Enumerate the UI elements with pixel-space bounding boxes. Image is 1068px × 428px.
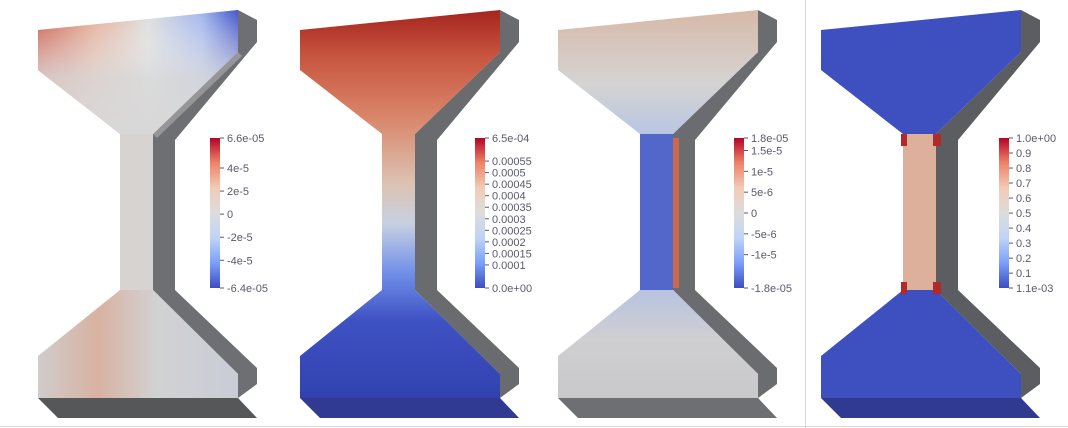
view-separator bbox=[805, 0, 806, 428]
colorbar-tick-label: 4e-5 bbox=[227, 163, 249, 175]
specimen-bottom-face bbox=[821, 398, 1040, 418]
specimen-mesh bbox=[38, 10, 257, 418]
color-legend-1: 6.6e-05 4e-5 2e-5 0 -2e-5 -4e-5 -6.4e-05 bbox=[210, 133, 268, 295]
colorbar-gradient bbox=[210, 138, 220, 288]
colorbar-tick-label: 2e-5 bbox=[227, 186, 249, 198]
colorbar-tick-label: -5e-6 bbox=[751, 229, 777, 241]
specimen-neck-edge-warm bbox=[673, 138, 679, 288]
specimen-side-face bbox=[936, 10, 1040, 398]
colorbar-tick-label: 0.0003 bbox=[492, 214, 526, 226]
specimen-front-face-neck bbox=[120, 134, 153, 290]
colorbar-tick-label: 0.0004 bbox=[492, 191, 526, 203]
colorbar-max-label: 1.8e-05 bbox=[751, 133, 788, 145]
neck-hotspot bbox=[933, 282, 941, 294]
color-legend-2: 6.5e-04 0.000550.00050.000450.00040.00035… bbox=[475, 133, 532, 295]
colorbar-tick-label: 0.0005 bbox=[492, 168, 526, 180]
specimen-front-face-bottom bbox=[558, 290, 758, 398]
specimen-side-face bbox=[673, 10, 777, 398]
colorbar-tick-label: 0.4 bbox=[1016, 223, 1031, 235]
colorbar-tick-label: 0.00045 bbox=[492, 179, 532, 191]
colorbar-tick-label: 0.8 bbox=[1016, 163, 1031, 175]
colorbar-gradient bbox=[734, 138, 744, 288]
colorbar-tick-label: 0.7 bbox=[1016, 178, 1031, 190]
colorbar-tick-label: 0.00055 bbox=[492, 156, 532, 168]
colorbar-max-label: 1.0e+00 bbox=[1016, 133, 1056, 145]
render-view-2[interactable]: 6.5e-04 0.000550.00050.000450.00040.00035… bbox=[262, 0, 552, 428]
specimen-edge bbox=[153, 52, 242, 138]
colorbar-tick-label: -2e-5 bbox=[227, 232, 253, 244]
render-view-4[interactable]: 1.0e+00 0.9 0.8 0.7 0.6 0.5 0.4 0.3 0.2 0.1 1.1e-0… bbox=[783, 0, 1068, 428]
colorbar-min-label: -6.4e-05 bbox=[227, 283, 268, 295]
specimen-front-face bbox=[300, 10, 500, 398]
neck-hotspot bbox=[901, 134, 907, 146]
colorbar-tick-label: -4e-5 bbox=[227, 255, 253, 267]
specimen-front-face-bottom bbox=[38, 290, 238, 398]
colorbar-max-label: 6.6e-05 bbox=[227, 133, 264, 145]
specimen-mesh bbox=[300, 10, 519, 418]
specimen-bottom-face bbox=[38, 398, 257, 418]
render-view-1[interactable]: 6.6e-05 4e-5 2e-5 0 -2e-5 -4e-5 -6.4e-05 bbox=[0, 0, 290, 428]
neck-hotspot bbox=[933, 134, 941, 146]
colorbar-max-label: 6.5e-04 bbox=[492, 133, 529, 145]
colorbar-min-label: 1.1e-03 bbox=[1016, 283, 1053, 295]
colorbar-tick-label: 0.0001 bbox=[492, 260, 526, 272]
specimen-side-face bbox=[415, 10, 519, 398]
colorbar-tick-label: 0 bbox=[227, 209, 233, 221]
specimen-mesh bbox=[821, 10, 1040, 418]
colorbar-tick-label: 0.00025 bbox=[492, 225, 532, 237]
colorbar-tick-label: 0.1 bbox=[1016, 268, 1031, 280]
specimen-front-face-neck bbox=[903, 134, 936, 290]
colorbar-tick-label: 0.5 bbox=[1016, 208, 1031, 220]
specimen-front-face-top bbox=[558, 10, 758, 134]
color-legend-4: 1.0e+00 0.9 0.8 0.7 0.6 0.5 0.4 0.3 0.2 0.1 1.1e-0… bbox=[999, 133, 1056, 295]
specimen-front-face-top-overlay bbox=[38, 10, 238, 134]
colorbar-tick-label: 5e-6 bbox=[751, 187, 773, 199]
colorbar-tick-label: 0.00015 bbox=[492, 248, 532, 260]
colorbar-tick-label: 0.3 bbox=[1016, 238, 1031, 250]
color-legend-3: 1.8e-051.5e-5 1e-5 5e-6 0 -5e-6 -1e-5 -1.8e-05 bbox=[734, 133, 792, 295]
view-separator bbox=[806, 426, 1068, 427]
colorbar-min-label: -1.8e-05 bbox=[751, 283, 792, 295]
colorbar-tick-label: 0 bbox=[751, 208, 757, 220]
specimen-bottom-face bbox=[558, 398, 777, 418]
colorbar-tick-label: 1e-5 bbox=[751, 166, 773, 178]
colorbar-min-label: 0.0e+00 bbox=[492, 283, 532, 295]
colorbar-gradient bbox=[475, 138, 485, 288]
specimen-front-face-top bbox=[821, 10, 1021, 134]
specimen-front-face-neck bbox=[640, 134, 673, 290]
colorbar-tick-label: -1e-5 bbox=[751, 250, 777, 262]
colorbar-tick-label: 0.0002 bbox=[492, 237, 526, 249]
specimen-side-face bbox=[153, 10, 257, 398]
colorbar-gradient bbox=[999, 138, 1009, 288]
neck-hotspot bbox=[901, 282, 907, 294]
render-view-3[interactable]: 1.8e-051.5e-5 1e-5 5e-6 0 -5e-6 -1e-5 -1.8e-05 bbox=[520, 0, 810, 428]
colorbar-tick-label: 0.6 bbox=[1016, 193, 1031, 205]
specimen-front-face-bottom bbox=[821, 290, 1021, 398]
colorbar-tick-label: 0.9 bbox=[1016, 148, 1031, 160]
colorbar-tick-label: 0.00035 bbox=[492, 202, 532, 214]
specimen-bottom-face bbox=[300, 398, 519, 418]
view-separator bbox=[0, 426, 806, 427]
colorbar-tick-label: 1.5e-5 bbox=[751, 146, 782, 158]
colorbar-tick-label: 0.2 bbox=[1016, 253, 1031, 265]
specimen-mesh bbox=[558, 10, 777, 418]
